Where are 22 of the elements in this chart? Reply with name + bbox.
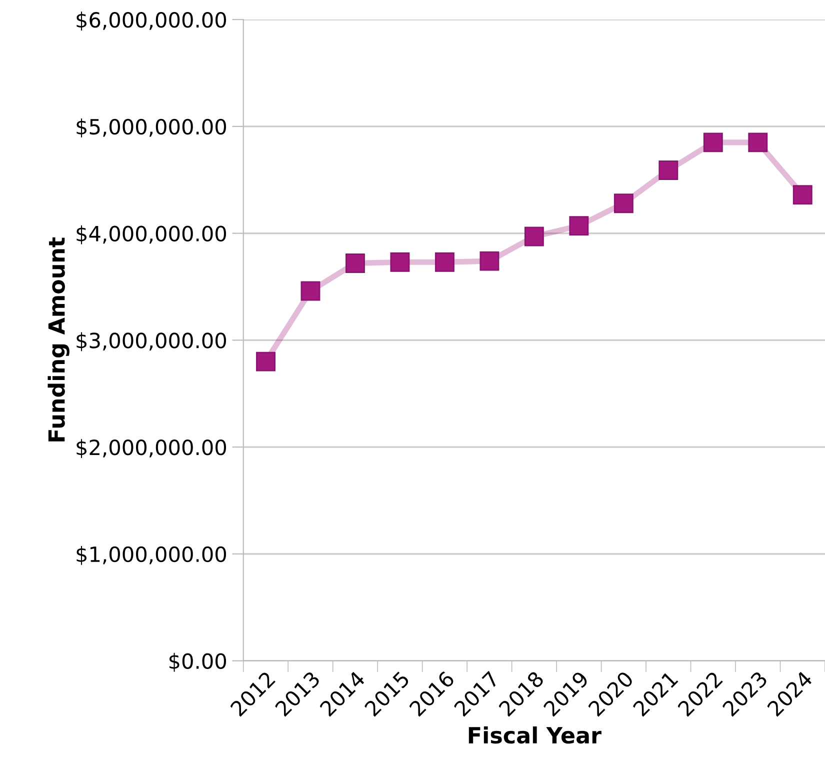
y-tick-label: $4,000,000.00 — [76, 225, 226, 244]
point — [524, 226, 544, 246]
y-tick-label: $6,000,000.00 — [76, 12, 226, 31]
point — [792, 185, 812, 205]
y-tick-label: $2,000,000.00 — [76, 439, 226, 458]
point — [434, 252, 454, 272]
point — [390, 252, 410, 272]
point — [300, 281, 320, 301]
y-axis-title: Funding Amount — [48, 237, 70, 442]
point — [480, 251, 500, 271]
point — [703, 132, 723, 152]
point — [569, 216, 589, 236]
point — [346, 254, 365, 273]
point — [614, 194, 634, 214]
point — [658, 160, 678, 180]
y-tick-label: $3,000,000.00 — [76, 332, 226, 352]
x-axis-title: Fiscal Year — [468, 726, 602, 744]
point — [256, 352, 276, 372]
y-tick-label: $1,000,000.00 — [76, 546, 226, 565]
point — [748, 132, 768, 152]
y-tick-label: $0.00 — [169, 652, 226, 672]
y-tick-label: $5,000,000.00 — [76, 118, 226, 138]
